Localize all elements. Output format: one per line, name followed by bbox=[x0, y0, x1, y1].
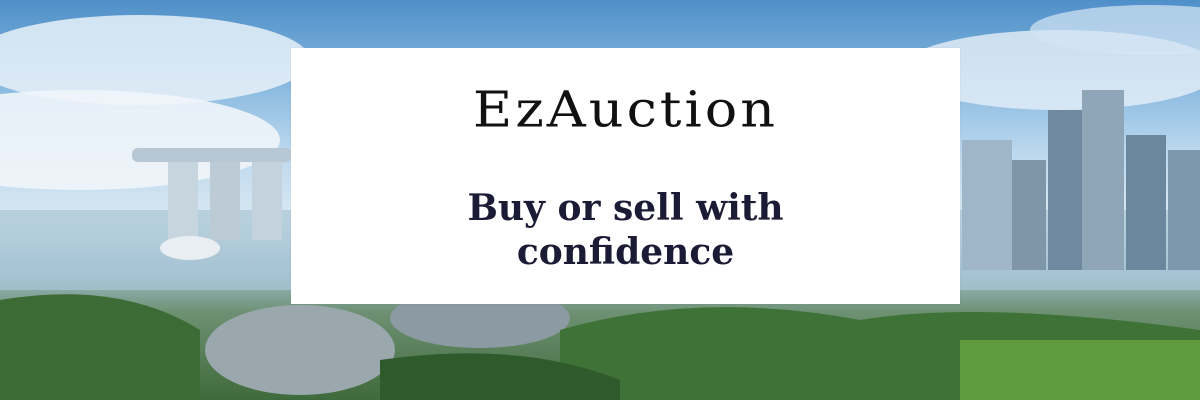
hero-title-card: EzAuction Buy or sell with confidence bbox=[291, 48, 960, 304]
brand-title: EzAuction bbox=[472, 80, 779, 139]
hero-tagline: Buy or sell with confidence bbox=[467, 187, 784, 273]
